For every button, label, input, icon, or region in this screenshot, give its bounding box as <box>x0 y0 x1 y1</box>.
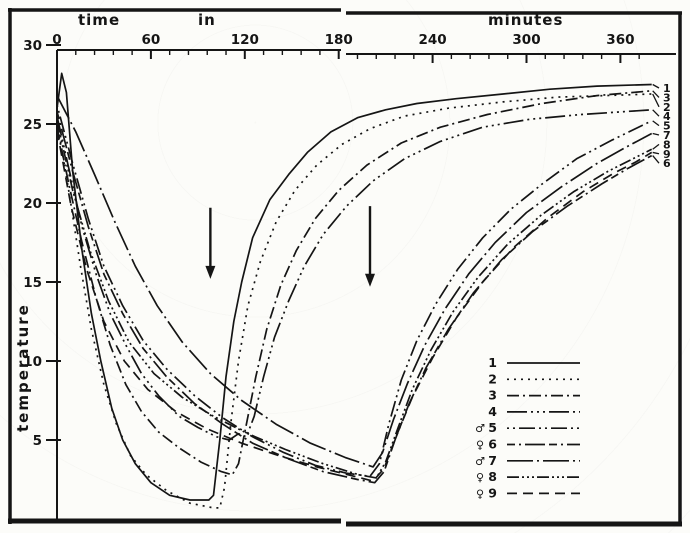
x-tick-label-60: 60 <box>142 32 161 48</box>
end-label-4: 4 <box>663 110 671 123</box>
legend-sex-symbol-6: ♀ <box>476 439 484 452</box>
x-tick-label-120: 120 <box>231 32 259 48</box>
legend-number-8: 8 <box>488 469 497 484</box>
x-tick-label-300: 300 <box>512 32 540 48</box>
curve-9 <box>56 130 653 482</box>
end-label-leader-6 <box>652 155 660 164</box>
legend-number-1: 1 <box>488 355 497 370</box>
curve-7 <box>56 95 653 468</box>
x-axis-label-word-minutes: minutes <box>488 11 564 29</box>
end-label-leader-1 <box>652 83 660 89</box>
legend-number-4: 4 <box>488 404 497 419</box>
x-tick-label-240: 240 <box>419 32 447 48</box>
end-label-8: 8 <box>663 138 671 151</box>
end-label-2: 2 <box>663 101 671 114</box>
end-label-leader-7 <box>652 132 660 136</box>
curve-6 <box>56 111 653 484</box>
y-tick-label-30: 30 <box>23 38 42 54</box>
end-label-3: 3 <box>663 91 671 104</box>
legend-number-5: 5 <box>488 420 497 435</box>
end-label-7: 7 <box>663 129 671 142</box>
x-tick-label-180: 180 <box>325 32 353 48</box>
end-label-leader-4 <box>652 109 660 117</box>
end-label-leader-8 <box>652 143 660 150</box>
y-tick-label-10: 10 <box>23 354 42 370</box>
legend-number-2: 2 <box>488 371 497 386</box>
end-label-leader-3 <box>652 90 660 98</box>
curve-2 <box>56 93 652 509</box>
end-label-5: 5 <box>663 120 671 133</box>
legend-sex-symbol-5: ♂ <box>475 422 485 435</box>
end-label-leader-5 <box>652 120 660 127</box>
curve-1 <box>56 72 652 501</box>
curve-4 <box>56 108 652 441</box>
curve-5 <box>56 104 653 478</box>
x-axis-label-word-in: in <box>198 11 216 29</box>
y-tick-label-20: 20 <box>23 196 42 212</box>
legend-sex-symbol-7: ♂ <box>475 455 485 468</box>
legend-number-3: 3 <box>488 388 497 403</box>
legend-number-7: 7 <box>488 453 497 468</box>
end-label-leader-2 <box>652 93 660 108</box>
x-axis-label-word-time: time <box>78 11 121 29</box>
end-label-1: 1 <box>663 82 671 95</box>
curve-3 <box>56 89 652 476</box>
y-tick-label-15: 15 <box>23 275 42 291</box>
legend-number-6: 6 <box>488 437 497 452</box>
stimulus-arrow-2-head <box>365 273 375 287</box>
y-tick-label-5: 5 <box>33 433 42 449</box>
end-label-9: 9 <box>663 148 671 161</box>
curve-8 <box>56 120 653 479</box>
legend-sex-symbol-9: ♀ <box>476 487 484 500</box>
end-label-6: 6 <box>663 157 671 170</box>
stimulus-arrow-1-head <box>205 265 216 279</box>
y-axis-label: temperature <box>14 303 32 432</box>
end-label-leader-9 <box>652 151 660 155</box>
legend-number-9: 9 <box>488 485 497 500</box>
legend-sex-symbol-8: ♀ <box>476 471 484 484</box>
y-tick-label-25: 25 <box>23 117 42 133</box>
x-tick-label-360: 360 <box>606 32 634 48</box>
x-tick-label-0: 0 <box>52 32 61 48</box>
